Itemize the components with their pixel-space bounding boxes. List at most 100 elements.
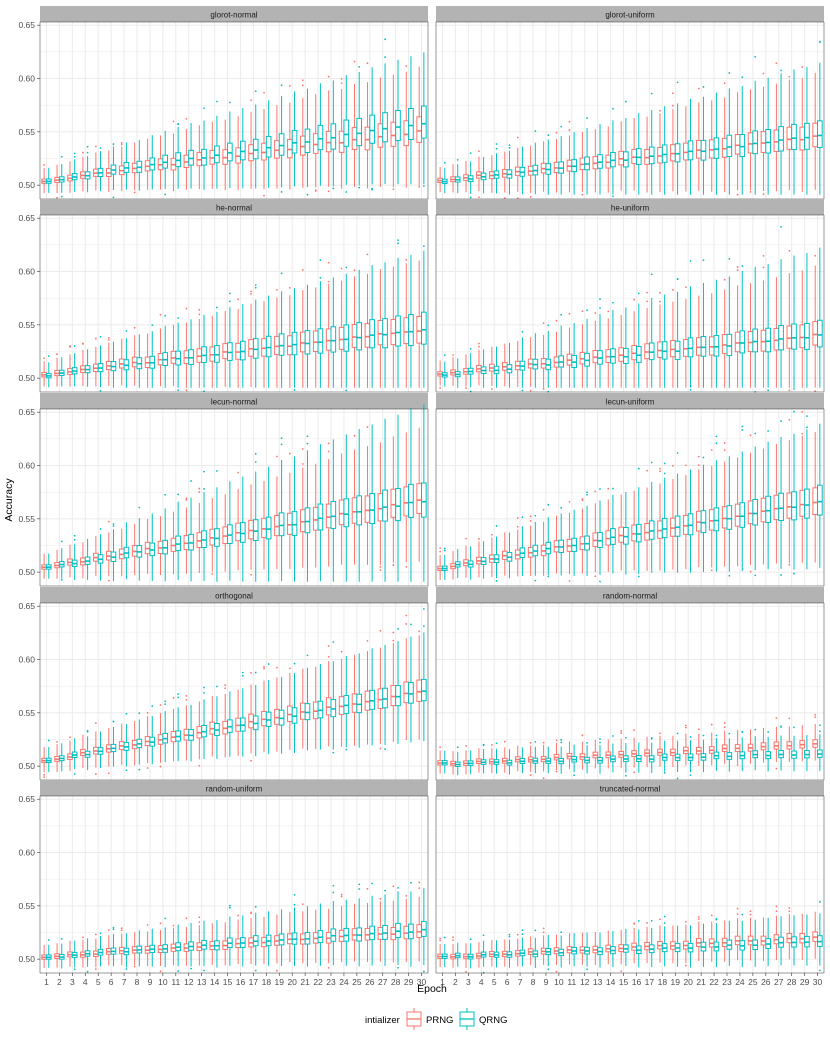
outlier-point — [503, 740, 506, 743]
outlier-point — [568, 580, 571, 582]
box-qrng-epoch-26 — [369, 265, 375, 388]
facet-panel-random-uniform: random-uniform 0.50 0.55 0.60 0.65 — [18, 780, 429, 974]
box-qrng-epoch-1 — [441, 750, 448, 774]
box-prng-epoch-5 — [489, 155, 495, 193]
outlier-point — [146, 924, 149, 926]
box-qrng-epoch-21 — [304, 284, 311, 388]
box-prng-epoch-21 — [299, 269, 306, 388]
y-tick-label: 0.60 — [18, 74, 35, 84]
series-qrng — [441, 900, 823, 974]
facet-panel-lecun-normal: lecun-normal 0.50 0.55 0.60 0.65 — [18, 393, 429, 587]
box-qrng-epoch-14 — [214, 470, 220, 582]
outlier-point — [723, 722, 726, 725]
series-prng — [437, 249, 819, 393]
box-qrng-epoch-8 — [532, 130, 539, 195]
box-prng-epoch-5 — [93, 722, 99, 775]
outlier-point — [203, 969, 205, 972]
outlier-point — [345, 266, 348, 269]
facet-panel-orthogonal: orthogonal 0.50 0.55 0.60 0.65 — [18, 587, 429, 781]
outlier-point — [676, 278, 679, 281]
box-qrng-epoch-9 — [545, 935, 552, 971]
box-qrng-epoch-24 — [343, 655, 350, 751]
outlier-point — [529, 741, 532, 744]
box-prng-epoch-5 — [93, 933, 99, 970]
outlier-point — [177, 389, 180, 391]
box-qrng-epoch-15 — [227, 292, 233, 388]
outlier-point — [516, 525, 519, 528]
box-qrng-epoch-15 — [623, 928, 629, 966]
box-prng-epoch-20 — [683, 286, 689, 388]
box-qrng-epoch-7 — [519, 146, 526, 195]
box-prng-epoch-6 — [501, 532, 508, 576]
outlier-point — [780, 726, 782, 728]
box-qrng-epoch-2 — [454, 158, 461, 193]
outlier-point — [637, 292, 640, 295]
box-qrng-epoch-19 — [674, 732, 681, 780]
outlier-point — [418, 630, 421, 633]
box-qrng-epoch-16 — [635, 920, 642, 968]
box-prng-epoch-14 — [209, 695, 216, 757]
box-prng-epoch-7 — [514, 136, 521, 200]
box-qrng-epoch-23 — [330, 439, 337, 582]
box-qrng-epoch-7 — [123, 712, 130, 772]
outlier-point — [353, 269, 356, 272]
outlier-point — [73, 968, 76, 971]
outlier-point — [250, 292, 252, 295]
box-qrng-epoch-25 — [752, 432, 759, 577]
box-prng-epoch-8 — [527, 515, 534, 576]
outlier-point — [185, 694, 188, 697]
box-qrng-epoch-29 — [804, 735, 810, 772]
outlier-point — [547, 134, 550, 137]
outlier-point — [185, 498, 188, 501]
box-qrng-epoch-29 — [408, 881, 414, 967]
facet-strip-label: he-uniform — [611, 203, 650, 212]
outlier-point — [573, 774, 576, 777]
box-qrng-epoch-30 — [817, 900, 823, 972]
box-qrng-epoch-15 — [227, 481, 233, 581]
box-qrng-epoch-14 — [610, 301, 616, 388]
outlier-point — [280, 272, 283, 275]
outlier-point — [301, 269, 304, 271]
outlier-point — [788, 717, 791, 720]
box-qrng-epoch-24 — [739, 425, 746, 572]
box-prng-epoch-18 — [657, 291, 663, 388]
outlier-point — [73, 538, 76, 541]
outlier-point — [659, 918, 661, 921]
box-prng-epoch-8 — [131, 932, 138, 968]
outlier-point — [672, 289, 674, 291]
outlier-point — [224, 684, 227, 686]
box-qrng-epoch-26 — [369, 648, 375, 746]
box-qrng-epoch-26 — [765, 731, 771, 772]
outlier-point — [637, 920, 640, 922]
outlier-point — [172, 924, 175, 927]
legend-title: intializer — [365, 1015, 400, 1026]
x-tick-label: 27 — [378, 977, 388, 987]
x-tick-label: 9 — [148, 977, 153, 987]
outlier-point — [542, 388, 545, 390]
outlier-point — [422, 625, 425, 628]
box-qrng-epoch-9 — [545, 134, 552, 195]
outlier-point — [263, 91, 265, 94]
box-prng-epoch-30 — [812, 713, 819, 761]
box-qrng-epoch-25 — [356, 653, 363, 748]
outlier-point — [684, 724, 687, 727]
box-prng-epoch-22 — [312, 287, 319, 388]
outlier-point — [646, 922, 648, 924]
outlier-point — [749, 434, 752, 437]
outlier-point — [684, 286, 687, 289]
outlier-point — [659, 467, 661, 470]
box-qrng-epoch-13 — [597, 488, 603, 583]
box-qrng-epoch-28 — [395, 628, 401, 744]
box-qrng-epoch-26 — [765, 917, 771, 967]
x-tick-label: 28 — [391, 977, 401, 987]
outlier-point — [172, 120, 175, 123]
box-qrng-epoch-1 — [45, 553, 52, 579]
outlier-point — [73, 773, 76, 775]
outlier-point — [250, 672, 252, 674]
outlier-point — [340, 895, 343, 898]
box-qrng-epoch-25 — [752, 266, 759, 393]
outlier-point — [280, 84, 283, 87]
box-qrng-epoch-3 — [467, 750, 474, 775]
box-prng-epoch-1 — [437, 937, 443, 968]
outlier-point — [107, 929, 110, 932]
